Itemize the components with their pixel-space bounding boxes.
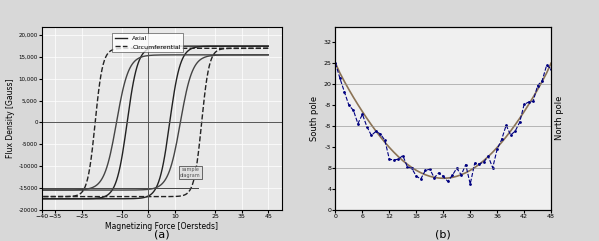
Text: (b): (b) <box>435 229 451 239</box>
Text: sample
diagram: sample diagram <box>180 167 201 178</box>
Y-axis label: Flux Density [Gauss]: Flux Density [Gauss] <box>7 78 16 158</box>
Legend: Axial, Circumferential: Axial, Circumferential <box>112 33 183 52</box>
Y-axis label: North pole: North pole <box>555 96 564 140</box>
Y-axis label: South pole: South pole <box>310 95 319 141</box>
X-axis label: Magnetizing Force [Oersteds]: Magnetizing Force [Oersteds] <box>105 222 218 231</box>
Text: (a): (a) <box>154 229 170 239</box>
